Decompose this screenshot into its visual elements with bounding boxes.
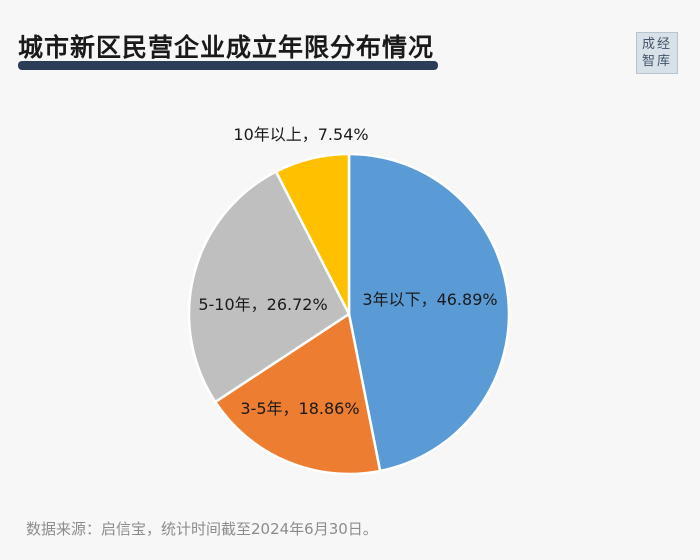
logo-line-2: 智库	[641, 54, 672, 69]
slice-label-2: 3-5年，18.86%	[240, 399, 359, 418]
logo-line-1: 成经	[641, 37, 672, 52]
slice-label-3: 5-10年，26.72%	[198, 295, 327, 314]
slice-label-4: 10年以上，7.54%	[233, 125, 368, 144]
title-underline	[18, 61, 439, 70]
title-block: 城市新区民营企业成立年限分布情况	[18, 28, 439, 70]
pie-slice-4	[274, 152, 351, 316]
brand-logo: 成经 智库	[636, 32, 678, 74]
chart-title: 城市新区民营企业成立年限分布情况	[18, 33, 435, 62]
slice-label-1: 3年以下，46.89%	[362, 290, 497, 309]
pie-slice-1	[347, 152, 511, 473]
pie-slice-3	[187, 170, 351, 404]
pie-slice-2	[214, 312, 382, 476]
source-note: 数据来源：启信宝，统计时间截至2024年6月30日。	[26, 520, 378, 538]
